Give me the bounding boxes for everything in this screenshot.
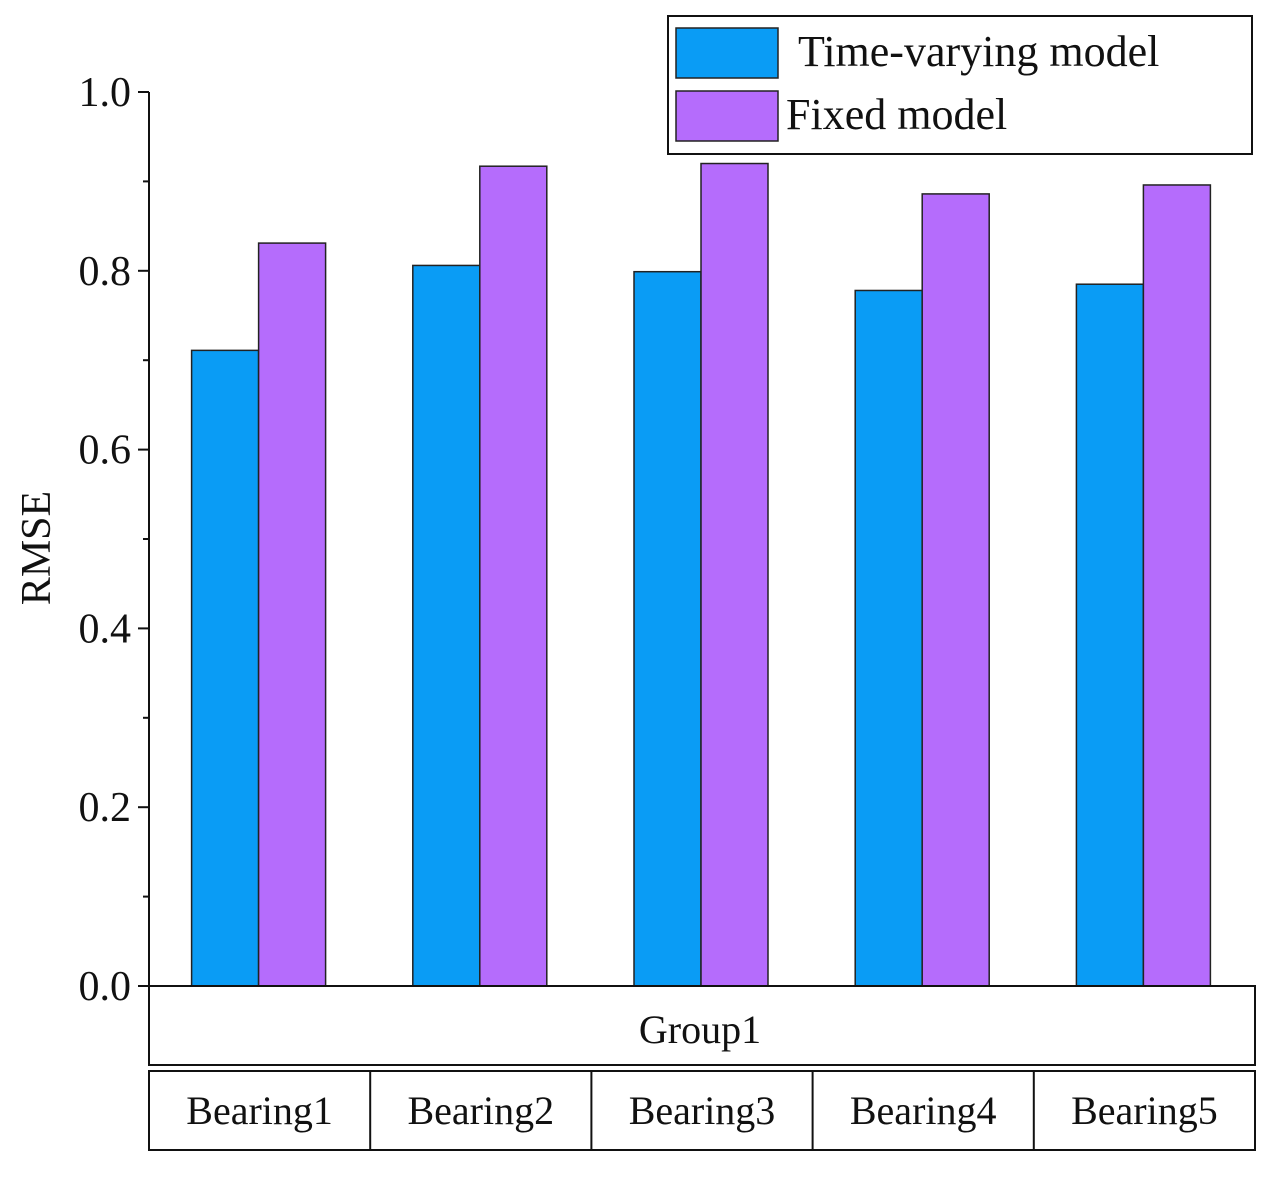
x-tick-label-bearing4: Bearing4	[850, 1088, 997, 1133]
bar-fixed-bearing2	[479, 165, 548, 987]
y-axis-label: RMSE	[14, 491, 60, 605]
bar-fixed-bearing4	[921, 193, 990, 987]
y-tick-label: 0.4	[79, 606, 132, 652]
bar-fixed-bearing5	[1142, 184, 1212, 987]
bar-time-varying-bearing1	[190, 349, 260, 987]
y-tick-label: 1.0	[79, 70, 132, 116]
y-tick-label: 0.6	[79, 428, 132, 474]
category-row	[148, 1070, 1256, 1151]
legend-swatch-time-varying	[675, 27, 779, 79]
group-table: Group1 Bearing1 Bearing2 Bearing3 Bearing4 B…	[148, 985, 1256, 1151]
y-tick-label: 0.0	[79, 964, 132, 1010]
legend: Time-varying model Fixed model	[667, 15, 1253, 155]
legend-swatch-fixed	[675, 90, 779, 142]
axes: 0.0 0.2 0.4 0.6 0.8 1.0	[79, 70, 150, 1010]
y-tick-label: 0.2	[79, 785, 132, 831]
y-tick-label: 0.8	[79, 249, 132, 295]
legend-label-time-varying: Time-varying model	[798, 27, 1159, 76]
bar-fixed-bearing1	[257, 242, 327, 987]
group-label: Group1	[639, 1007, 761, 1052]
bar-fixed-bearing3	[700, 162, 769, 987]
group-header-cell	[148, 985, 1256, 1066]
bars	[190, 162, 1212, 987]
x-tick-label-bearing1: Bearing1	[186, 1088, 333, 1133]
x-tick-label-bearing3: Bearing3	[629, 1088, 776, 1133]
bar-time-varying-bearing3	[633, 270, 702, 987]
legend-label-fixed: Fixed model	[786, 90, 1007, 139]
x-tick-label-bearing5: Bearing5	[1071, 1088, 1218, 1133]
bar-time-varying-bearing4	[854, 289, 923, 987]
bar-time-varying-bearing5	[1075, 283, 1145, 987]
bar-time-varying-bearing2	[412, 264, 481, 987]
x-tick-label-bearing2: Bearing2	[407, 1088, 554, 1133]
